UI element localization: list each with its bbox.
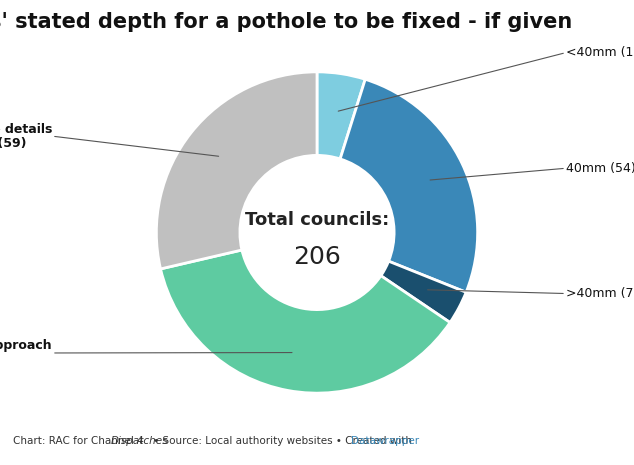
Text: <40mm (10): <40mm (10) bbox=[566, 46, 634, 59]
Text: Dispatches: Dispatches bbox=[111, 436, 169, 446]
Wedge shape bbox=[160, 250, 450, 393]
Text: >40mm (7): >40mm (7) bbox=[566, 287, 634, 300]
Wedge shape bbox=[317, 72, 365, 159]
Text: 206: 206 bbox=[293, 245, 341, 269]
Text: Councils' stated depth for a pothole to be fixed - if given: Councils' stated depth for a pothole to … bbox=[0, 12, 573, 32]
Text: Datawrapper: Datawrapper bbox=[351, 436, 419, 446]
Text: Risk-based approach
(76): Risk-based approach (76) bbox=[0, 339, 52, 367]
Wedge shape bbox=[381, 261, 466, 323]
Text: • Source: Local authority websites • Created with: • Source: Local authority websites • Cre… bbox=[150, 436, 415, 446]
Text: Unknown / no details
provided (59): Unknown / no details provided (59) bbox=[0, 122, 52, 150]
Text: 40mm (54): 40mm (54) bbox=[566, 162, 634, 175]
Text: Chart: RAC for Channel 4: Chart: RAC for Channel 4 bbox=[13, 436, 146, 446]
Text: Total councils:: Total councils: bbox=[245, 211, 389, 229]
Wedge shape bbox=[340, 79, 477, 292]
Wedge shape bbox=[157, 72, 317, 269]
